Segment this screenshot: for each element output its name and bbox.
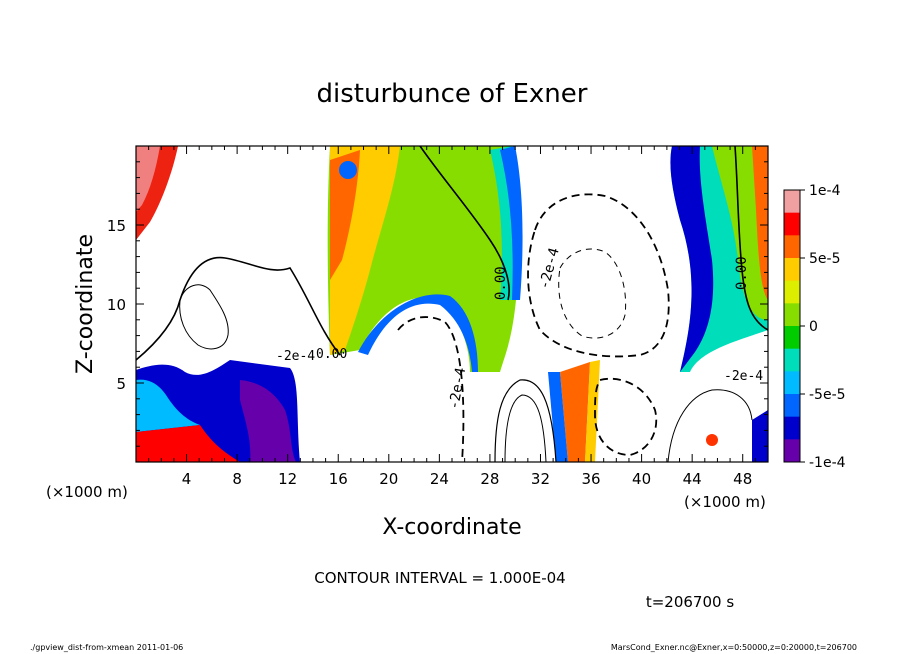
colorbar-swatch [784,348,800,372]
x-tick-label: 12 [278,470,297,488]
contour-lines [135,145,769,463]
x-tick-label: 40 [632,470,651,488]
contour-zero-left [135,256,341,361]
x-axis-label: X-coordinate [382,515,521,540]
colorbar-tick-label: 1e-4 [809,183,841,199]
x-tick-label: 20 [379,470,398,488]
colorbar-tick-label: -5e-5 [809,387,846,403]
colorbar-swatch [784,190,800,214]
field-bottom-center-band-blue [548,372,568,462]
field-bottom-center-band-green [585,360,600,462]
contour-interval: CONTOUR INTERVAL = 1.000E-04 [314,569,565,587]
shaded-field [136,146,768,462]
x-tick-label: 24 [430,470,449,488]
contour-positive-3 [667,389,753,463]
contour-label: -2e-4 [276,349,315,364]
x-tick-label: 28 [480,470,499,488]
x-unit-left: (×1000 m) [46,483,128,501]
colorbar-swatch [784,326,800,350]
colorbar-swatch [784,235,800,259]
x-tick-label: 4 [182,470,192,488]
contour-negative-dashed-4 [594,377,658,456]
contour-negative-dashed-3 [397,316,465,463]
y-tick-label: 15 [107,217,126,235]
colorbar-tick-label: -1e-4 [809,455,846,471]
field-central-plume-blue-edge [500,146,523,300]
field-bottom-right-patch [752,410,768,462]
field-small-red-spot [706,434,718,446]
chart-title: disturbunce of Exner [317,79,588,109]
colorbar-swatch [784,439,800,463]
colorbar-swatch [784,280,800,304]
time-label: t=206700 s [646,593,734,611]
plot-area: 0.00 0.00 0.00 -2e-4 -2e-4 -2e-4 -2e-4 [135,145,769,463]
contour-label: -2e-4 [446,366,469,410]
field-small-blue-spot [339,161,357,179]
field-right-plume-blue [670,146,714,372]
y-axis: 5 10 15 [107,161,768,447]
footer-left: ./gpview_dist-from-xmean 2011-01-06 [30,643,183,652]
field-central-plume-orange [330,150,360,280]
contour-label: 0.00 [493,266,509,300]
x-tick-label: 16 [329,470,348,488]
x-axis: 4 8 12 16 20 24 28 32 36 40 44 48 [148,146,756,488]
colorbar-tick-label: 5e-5 [809,251,840,267]
y-axis-label: Z-coordinate [73,234,98,374]
x-tick-label: 44 [683,470,702,488]
y-tick-label: 10 [107,296,126,314]
field-lower-left-red [136,425,240,462]
contour-negative-dashed-1 [527,193,670,358]
field-lower-left-purple [240,380,296,462]
y-tick-label: 5 [116,375,126,393]
x-unit-right: (×1000 m) [684,493,766,511]
x-tick-label: 36 [581,470,600,488]
contour-negative-dashed-2 [558,248,627,339]
colorbar-swatch [784,303,800,327]
contour-positive-4 [179,284,229,350]
colorbar-swatch [784,371,800,395]
x-tick-label: 48 [733,470,752,488]
contour-positive-2 [504,394,547,463]
contour-label: 0.00 [734,256,750,290]
field-bottom-center-band [560,362,590,462]
contour-positive-1 [494,379,557,463]
contour-label: -2e-4 [724,369,763,384]
field-lower-left-cyan [136,379,200,432]
colorbar-swatch [784,258,800,282]
footer-right: MarsCond_Exner.nc@Exner,x=0:50000,z=0:20… [611,643,857,652]
colorbar: 1e-4 5e-5 0 -5e-5 -1e-4 [783,183,846,471]
x-tick-label: 8 [232,470,242,488]
colorbar-swatch [784,212,800,236]
contour-zero-main [419,145,510,301]
x-tick-label: 32 [531,470,550,488]
contour-label: 0.00 [316,347,347,362]
contour-zero-right [734,145,769,331]
colorbar-tick-label: 0 [809,319,818,335]
colorbar-swatch [784,394,800,418]
field-right-plume-orange [752,146,768,300]
field-upper-left-positive-core [136,146,160,212]
colorbar-swatch [784,416,800,440]
